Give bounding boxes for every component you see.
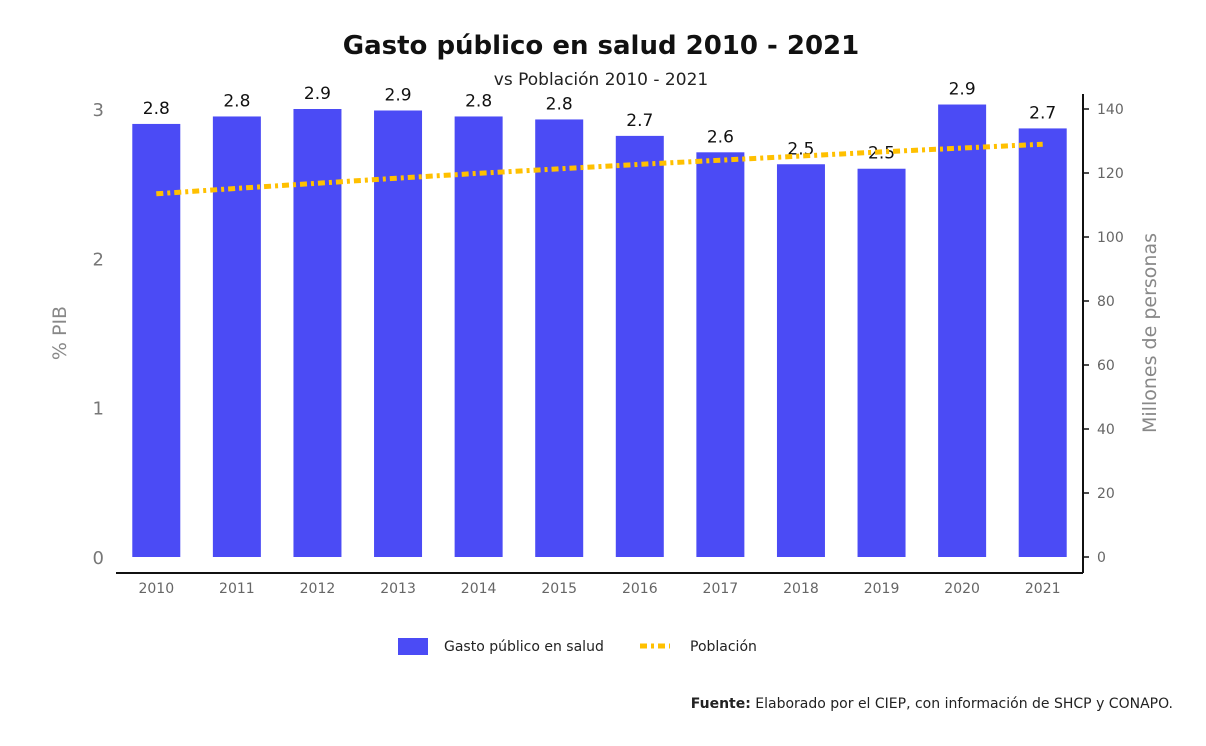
right-tick-20: 20 xyxy=(1097,486,1115,502)
right-axis-ticks: 0 20 40 60 80 100 120 140 xyxy=(1083,102,1124,566)
population-series xyxy=(156,144,1043,194)
right-tick-60: 60 xyxy=(1097,358,1115,374)
chart-subtitle: vs Población 2010 - 2021 xyxy=(494,70,708,90)
bar-2021 xyxy=(1019,128,1067,557)
population-line xyxy=(156,144,1042,194)
right-tick-40: 40 xyxy=(1097,422,1115,438)
bar-2015 xyxy=(535,119,583,557)
x-tick-2021: 2021 xyxy=(1025,581,1061,597)
left-tick-1: 1 xyxy=(93,399,104,420)
chart-title: Gasto público en salud 2010 - 2021 xyxy=(343,31,860,61)
bar-2017 xyxy=(696,152,744,557)
bar-label-2012: 2.9 xyxy=(304,84,331,104)
bar-2010 xyxy=(132,124,180,557)
left-tick-3: 3 xyxy=(93,100,104,121)
bar-2012 xyxy=(293,109,341,557)
bar-label-2014: 2.8 xyxy=(465,91,492,111)
x-tick-2012: 2012 xyxy=(300,581,336,597)
x-tick-2016: 2016 xyxy=(622,581,658,597)
source-text: Elaborado por el CIEP, con información d… xyxy=(751,696,1173,712)
right-tick-140: 140 xyxy=(1097,102,1124,118)
bar-2016 xyxy=(616,136,664,557)
bar-2019 xyxy=(858,169,906,557)
source-prefix: Fuente: xyxy=(691,696,751,712)
left-tick-0: 0 xyxy=(93,548,104,569)
left-axis-ticks: 0 1 2 3 xyxy=(93,100,104,569)
bar-label-2013: 2.9 xyxy=(385,85,412,105)
right-tick-0: 0 xyxy=(1097,550,1106,566)
x-tick-2013: 2013 xyxy=(380,581,416,597)
x-tick-2017: 2017 xyxy=(703,581,739,597)
x-tick-2011: 2011 xyxy=(219,581,255,597)
source-note: Fuente: Elaborado por el CIEP, con infor… xyxy=(691,696,1173,712)
bar-label-2020: 2.9 xyxy=(949,80,976,100)
right-tick-120: 120 xyxy=(1097,166,1124,182)
legend-label-line: Población xyxy=(690,639,757,655)
right-tick-100: 100 xyxy=(1097,230,1124,246)
bar-label-2016: 2.7 xyxy=(626,111,653,131)
x-axis-ticks: 2010 2011 2012 2013 2014 2015 2016 2017 2018 2019… xyxy=(138,581,1060,597)
left-tick-2: 2 xyxy=(93,249,104,270)
bar-label-2011: 2.8 xyxy=(223,91,250,111)
legend-label-bars: Gasto público en salud xyxy=(444,639,604,655)
x-tick-2014: 2014 xyxy=(461,581,497,597)
bar-2018 xyxy=(777,164,825,557)
x-tick-2018: 2018 xyxy=(783,581,819,597)
bar-2020 xyxy=(938,105,986,557)
bar-2011 xyxy=(213,116,261,557)
bar-label-2010: 2.8 xyxy=(143,99,170,119)
bar-label-2021: 2.7 xyxy=(1029,103,1056,123)
bar-2014 xyxy=(455,116,503,557)
legend: Gasto público en salud Población xyxy=(398,638,757,655)
x-tick-2015: 2015 xyxy=(541,581,577,597)
legend-swatch-bars xyxy=(398,638,428,655)
bar-label-2015: 2.8 xyxy=(546,94,573,114)
left-axis-label: % PIB xyxy=(49,306,71,360)
bar-series xyxy=(132,105,1066,557)
right-axis-label: Millones de personas xyxy=(1139,233,1161,433)
bar-2013 xyxy=(374,110,422,557)
right-tick-80: 80 xyxy=(1097,294,1115,310)
x-tick-2010: 2010 xyxy=(138,581,174,597)
bar-label-2017: 2.6 xyxy=(707,127,734,147)
x-tick-2019: 2019 xyxy=(864,581,900,597)
x-tick-2020: 2020 xyxy=(944,581,980,597)
